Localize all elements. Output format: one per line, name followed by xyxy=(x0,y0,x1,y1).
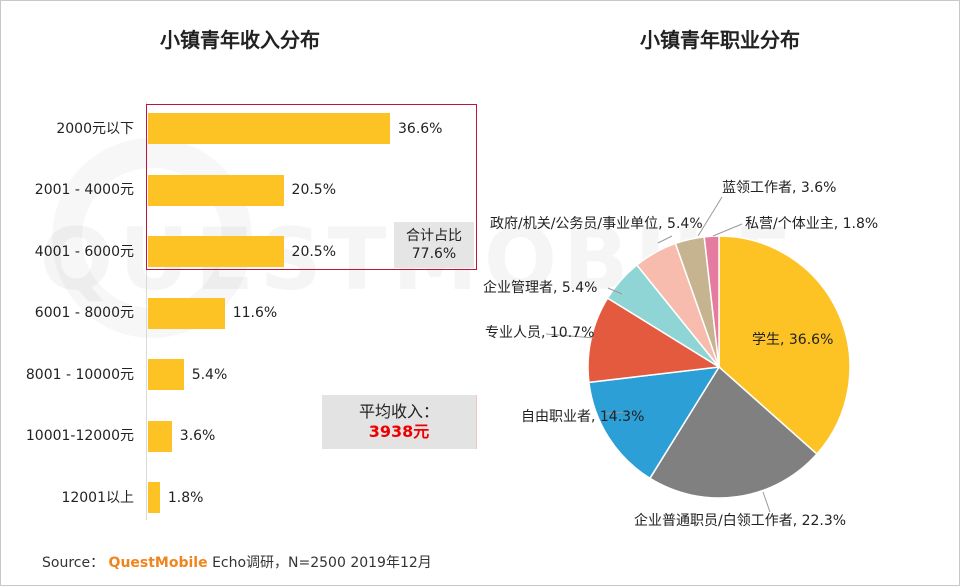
pie-slice-label: 企业管理者, 5.4% xyxy=(483,280,598,296)
bar-value-label: 5.4% xyxy=(191,366,228,383)
pie-slice-label: 企业普通职员/白领工作者, 22.3% xyxy=(634,513,847,529)
sum-annotation: 合计占比 77.6% xyxy=(394,222,474,268)
pie-slice-label: 政府/机关/公务员/事业单位, 5.4% xyxy=(490,216,703,232)
pie-leader-line xyxy=(545,333,595,339)
bar-category-label: 4001 - 6000元 xyxy=(34,243,134,260)
pie-slice xyxy=(718,235,851,456)
pie-leader-line xyxy=(604,411,625,415)
bar xyxy=(148,297,225,329)
avg-value: 3938元 xyxy=(368,422,430,441)
pie-slice-label: 自由职业者, 14.3% xyxy=(521,409,645,425)
pie-leader-line xyxy=(697,196,723,237)
pie-leader-line xyxy=(712,223,743,237)
pie-slice xyxy=(587,297,722,384)
pie-leader-line xyxy=(607,287,623,295)
bar-category-label: 8001 - 10000元 xyxy=(25,366,134,383)
avg-annotation: 平均收入： 3938元 xyxy=(322,395,476,449)
bar-value-label: 20.5% xyxy=(291,243,337,260)
pie-slice-label: 学生, 36.6% xyxy=(752,332,834,348)
bar-value-label: 11.6% xyxy=(232,305,278,321)
pie-slice xyxy=(648,365,818,499)
source-note: Source： QuestMobile Echo调研，N=2500 2019年1… xyxy=(42,552,432,572)
source-prefix: Source： xyxy=(42,555,105,571)
bar-category-label: 10001-12000元 xyxy=(25,428,134,444)
sum-label: 合计占比 xyxy=(406,228,462,244)
bar-category-label: 2000元以下 xyxy=(56,120,134,137)
pie-slice xyxy=(703,235,720,368)
bar xyxy=(148,482,160,513)
sum-value: 77.6% xyxy=(411,246,457,262)
bar-axis-line xyxy=(146,102,147,520)
highlight-box xyxy=(146,104,477,270)
bar-category-label: 2001 - 4000元 xyxy=(34,182,134,198)
pie-slice-label: 私营/个体业主, 1.8% xyxy=(745,216,879,232)
bar-value-label: 20.5% xyxy=(291,182,337,198)
bar xyxy=(148,359,184,390)
pie-slice-label: 专业人员, 10.7% xyxy=(485,325,595,341)
pie-chart-title: 小镇青年职业分布 xyxy=(640,28,800,52)
bar xyxy=(148,420,172,452)
pie-leader-line xyxy=(762,491,771,513)
bar-value-label: 1.8% xyxy=(167,489,204,506)
avg-box-edge xyxy=(476,395,477,449)
bar-value-label: 3.6% xyxy=(179,428,216,444)
source-text: Echo调研，N=2500 2019年12月 xyxy=(212,555,432,571)
pie-slice xyxy=(588,366,721,480)
bar xyxy=(148,113,390,144)
bar xyxy=(148,174,284,206)
bar-category-label: 12001以上 xyxy=(61,489,134,506)
bar xyxy=(148,236,284,267)
bar-category-label: 6001 - 8000元 xyxy=(34,305,134,321)
bar-chart-title: 小镇青年收入分布 xyxy=(160,28,320,52)
avg-label: 平均收入： xyxy=(358,402,439,421)
bar-value-label: 36.6% xyxy=(398,120,443,137)
source-brand: QuestMobile xyxy=(108,555,208,571)
pie-slice-label: 蓝领工作者, 3.6% xyxy=(722,180,837,196)
pie-leader-line xyxy=(657,235,673,244)
